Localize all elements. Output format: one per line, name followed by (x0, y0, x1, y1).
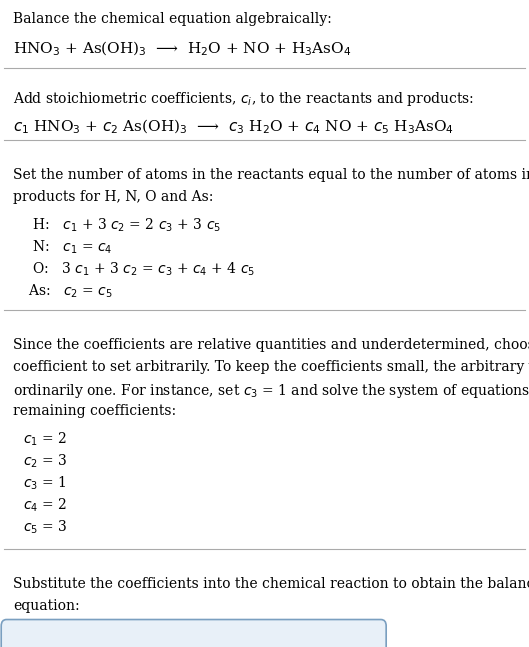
Text: Answer:: Answer: (9, 633, 67, 647)
Text: O:   3 $c_1$ + 3 $c_2$ = $c_3$ + $c_4$ + 4 $c_5$: O: 3 $c_1$ + 3 $c_2$ = $c_3$ + $c_4$ + 4… (28, 261, 255, 278)
Text: $c_2$ = 3: $c_2$ = 3 (23, 453, 67, 470)
Text: HNO$_3$ + As(OH)$_3$  ⟶  H$_2$O + NO + H$_3$AsO$_4$: HNO$_3$ + As(OH)$_3$ ⟶ H$_2$O + NO + H$_… (13, 40, 351, 58)
Text: As:   $c_2$ = $c_5$: As: $c_2$ = $c_5$ (28, 283, 113, 300)
Text: Since the coefficients are relative quantities and underdetermined, choose a: Since the coefficients are relative quan… (13, 338, 529, 352)
Text: Substitute the coefficients into the chemical reaction to obtain the balanced: Substitute the coefficients into the che… (13, 577, 529, 591)
Text: $c_5$ = 3: $c_5$ = 3 (23, 519, 67, 536)
Text: $c_4$ = 2: $c_4$ = 2 (23, 497, 67, 514)
Text: equation:: equation: (13, 599, 80, 613)
Text: Balance the chemical equation algebraically:: Balance the chemical equation algebraica… (13, 12, 332, 26)
Text: $c_1$ = 2: $c_1$ = 2 (23, 431, 67, 448)
Text: products for H, N, O and As:: products for H, N, O and As: (13, 190, 213, 204)
Text: ordinarily one. For instance, set $c_3$ = 1 and solve the system of equations fo: ordinarily one. For instance, set $c_3$ … (13, 382, 529, 400)
Text: N:   $c_1$ = $c_4$: N: $c_1$ = $c_4$ (28, 239, 112, 256)
Text: H:   $c_1$ + 3 $c_2$ = 2 $c_3$ + 3 $c_5$: H: $c_1$ + 3 $c_2$ = 2 $c_3$ + 3 $c_5$ (28, 217, 221, 234)
Text: coefficient to set arbitrarily. To keep the coefficients small, the arbitrary va: coefficient to set arbitrarily. To keep … (13, 360, 529, 374)
Text: Set the number of atoms in the reactants equal to the number of atoms in the: Set the number of atoms in the reactants… (13, 168, 529, 182)
Text: Add stoichiometric coefficients, $c_i$, to the reactants and products:: Add stoichiometric coefficients, $c_i$, … (13, 90, 474, 108)
Text: $c_3$ = 1: $c_3$ = 1 (23, 475, 67, 492)
Text: remaining coefficients:: remaining coefficients: (13, 404, 176, 418)
Text: $c_1$ HNO$_3$ + $c_2$ As(OH)$_3$  ⟶  $c_3$ H$_2$O + $c_4$ NO + $c_5$ H$_3$AsO$_4: $c_1$ HNO$_3$ + $c_2$ As(OH)$_3$ ⟶ $c_3$… (13, 118, 454, 137)
